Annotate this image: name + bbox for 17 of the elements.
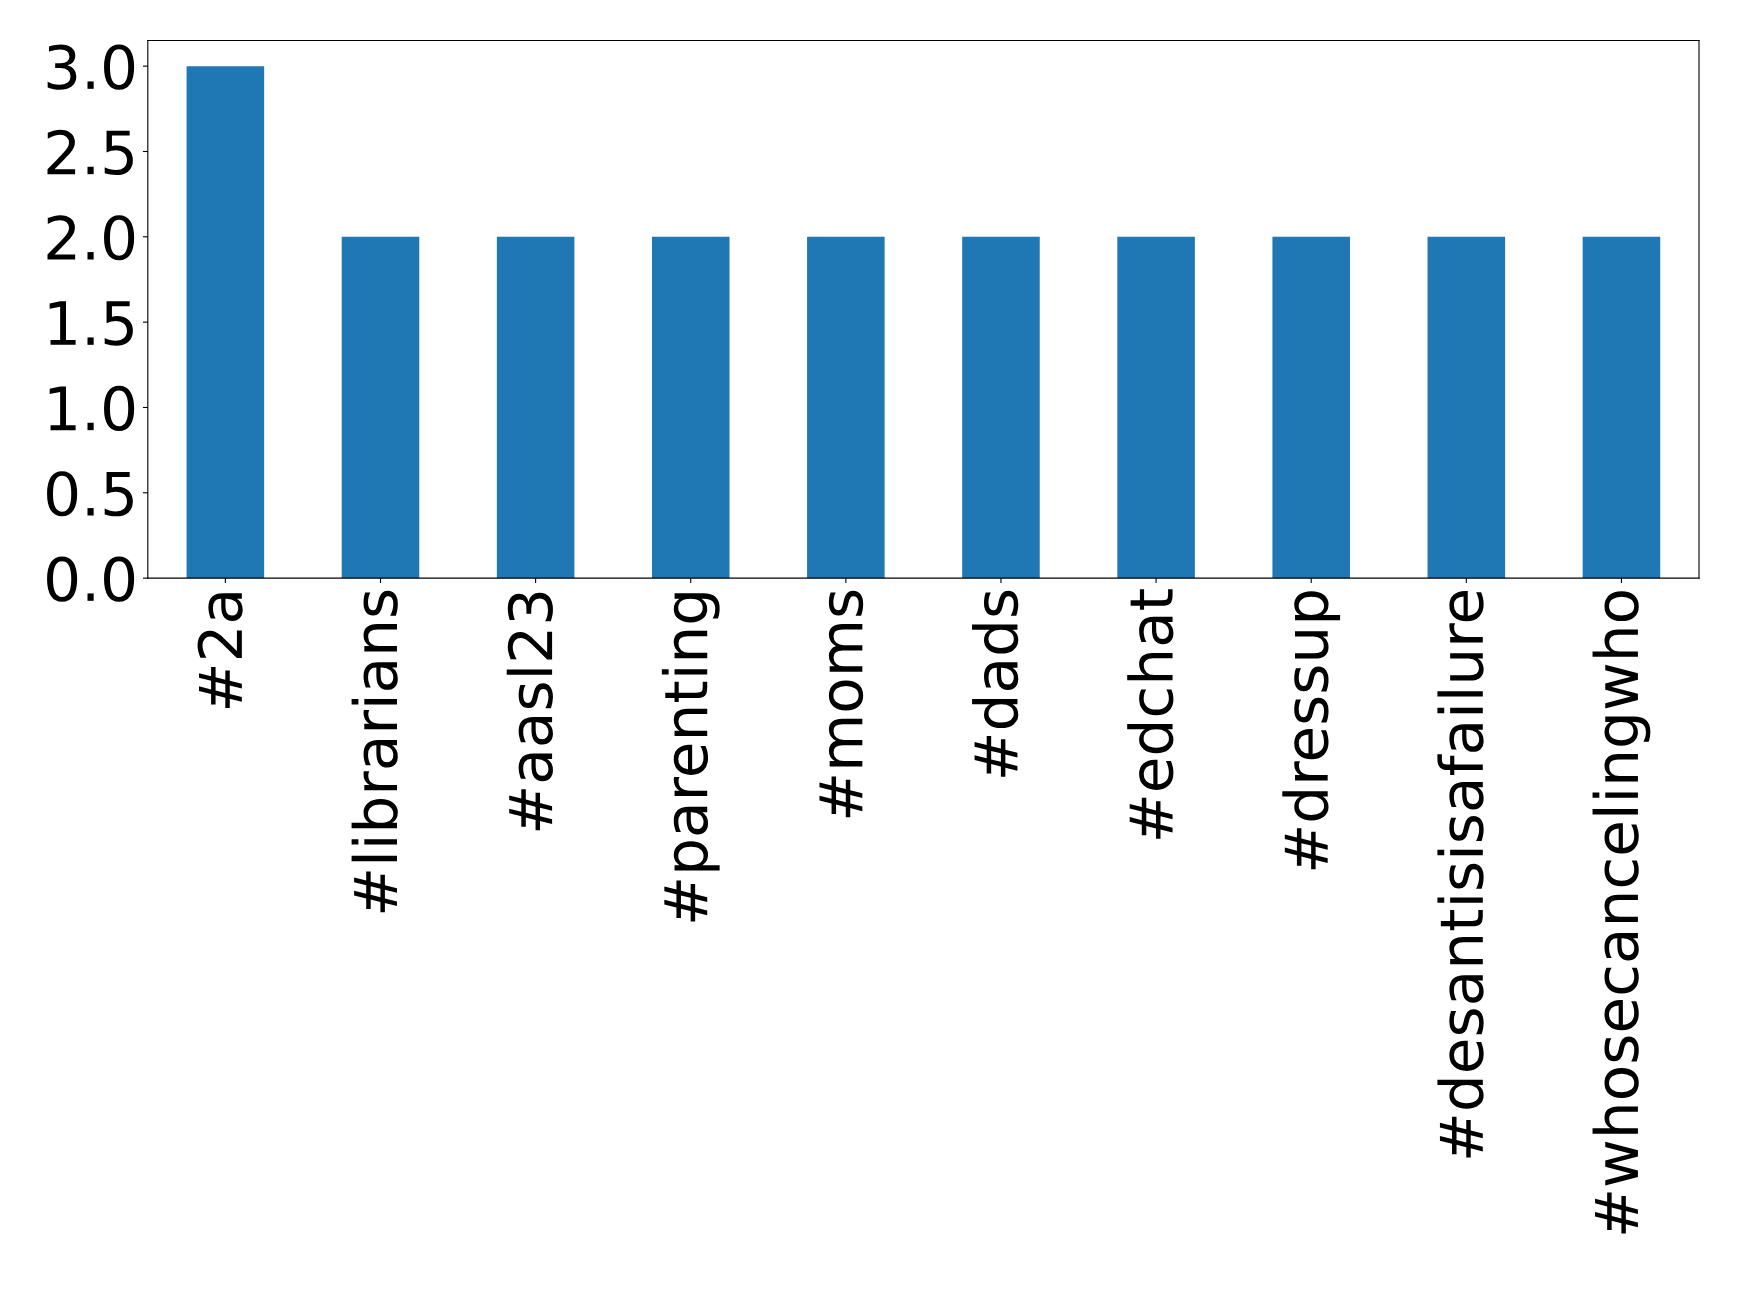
y-tick-label: 3.0 bbox=[47, 44, 135, 90]
y-tick-label: 2.5 bbox=[47, 129, 133, 176]
x-tick-label: #edchat bbox=[1127, 589, 1174, 839]
x-tick-label: #whosecancelingwho bbox=[1592, 591, 1651, 1234]
x-tick-label: #2a bbox=[197, 593, 243, 708]
x-tick-label: #aasl23 bbox=[506, 592, 553, 831]
y-tick-label: 2.0 bbox=[47, 215, 135, 261]
x-tick-label: #dads bbox=[972, 590, 1019, 777]
x-tick-label: #librarians bbox=[351, 590, 398, 913]
x-tick-label: #parenting bbox=[661, 593, 720, 922]
x-tick-label: #desantisisafailure bbox=[1437, 591, 1484, 1158]
y-tick-label: 1.0 bbox=[49, 385, 135, 432]
y-tick-label: 1.5 bbox=[49, 301, 133, 346]
x-tick-label: #moms bbox=[819, 590, 864, 818]
y-tick-label: 0.0 bbox=[47, 556, 135, 602]
x-tick-label: #dressup bbox=[1282, 591, 1341, 870]
y-tick-label: 0.5 bbox=[47, 471, 133, 517]
